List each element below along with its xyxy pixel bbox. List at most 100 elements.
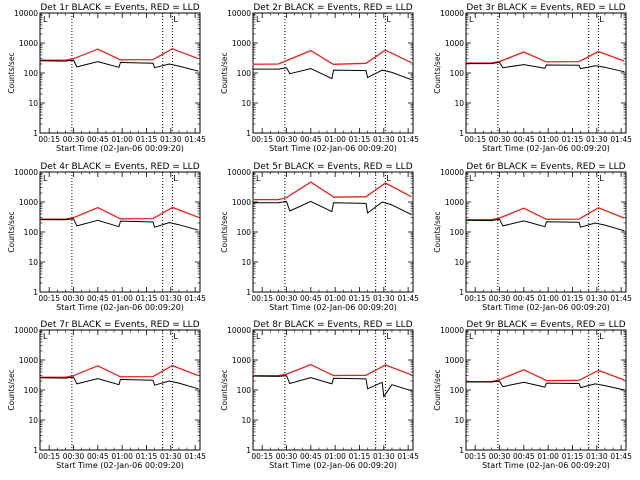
y-tick-label: 1	[246, 446, 251, 455]
marker-label: L	[256, 15, 261, 24]
x-axis-label: Start Time (02-Jan-06 00:09:20)	[269, 303, 397, 312]
y-tick-label: 10000	[14, 326, 38, 335]
x-tick-label: 00:30	[63, 135, 85, 144]
x-tick-label: 00:45	[300, 452, 322, 461]
y-tick-label: 1000	[445, 39, 464, 48]
marker-label: L	[256, 332, 261, 341]
panel-title: Det 3r BLACK = Events, RED = LLD	[466, 3, 625, 13]
y-axis-label: Counts/sec	[433, 369, 442, 410]
x-tick-label: 00:15	[38, 135, 60, 144]
series-line-events	[252, 375, 412, 398]
marker-label: L	[386, 15, 391, 24]
panel-title: Det 6r BLACK = Events, RED = LLD	[466, 162, 625, 172]
y-tick-label: 1000	[232, 356, 251, 365]
x-tick-label: 01:15	[562, 294, 584, 303]
marker-label: L	[469, 15, 474, 24]
plot-frame	[39, 12, 201, 134]
y-tick-label: 1	[246, 129, 251, 138]
series-line-events	[39, 376, 199, 390]
x-tick-label: 00:45	[513, 452, 535, 461]
x-axis-label: Start Time (02-Jan-06 00:09:20)	[269, 461, 397, 470]
x-tick-label: 00:30	[489, 294, 511, 303]
series-line-lld	[39, 48, 199, 61]
y-tick-label: 1	[459, 446, 464, 455]
x-tick-label: 01:30	[160, 452, 182, 461]
x-tick-label: 01:00	[111, 294, 133, 303]
y-tick-label: 100	[24, 228, 39, 237]
series-line-lld	[39, 206, 199, 220]
series-line-events	[252, 67, 412, 81]
x-tick-label: 01:45	[610, 452, 632, 461]
x-tick-label: 01:45	[184, 135, 206, 144]
y-tick-label: 10000	[440, 9, 464, 18]
x-tick-label: 01:15	[349, 294, 371, 303]
x-tick-label: 01:30	[160, 135, 182, 144]
panel-title: Det 4r BLACK = Events, RED = LLD	[40, 162, 199, 172]
y-tick-label: 10	[241, 416, 251, 425]
x-tick-label: 01:45	[184, 294, 206, 303]
y-tick-label: 1000	[445, 198, 464, 207]
plot-frame	[465, 171, 627, 293]
panel-title: Det 7r BLACK = Events, RED = LLD	[40, 320, 199, 330]
x-tick-label: 00:15	[38, 452, 60, 461]
y-tick-label: 1	[33, 446, 38, 455]
x-tick-label: 00:30	[276, 135, 298, 144]
series-line-events	[39, 59, 199, 72]
x-tick-label: 01:45	[610, 135, 632, 144]
y-tick-label: 10	[241, 99, 251, 108]
y-tick-label: 100	[237, 69, 252, 78]
y-axis-label: Counts/sec	[220, 369, 229, 410]
series-line-lld	[465, 207, 625, 221]
y-tick-label: 1	[246, 288, 251, 297]
panel-det-4: Det 4r BLACK = Events, RED = LLD 1 10 100 10…	[7, 162, 206, 312]
x-tick-label: 01:45	[610, 294, 632, 303]
y-axis-label: Counts/sec	[7, 369, 16, 410]
y-axis-label: Counts/sec	[433, 52, 442, 93]
y-tick-label: 10	[454, 416, 464, 425]
x-tick-label: 00:45	[87, 135, 109, 144]
panel-title: Det 9r BLACK = Events, RED = LLD	[466, 320, 625, 330]
x-tick-label: 01:45	[397, 135, 419, 144]
x-tick-label: 00:15	[251, 135, 273, 144]
series-line-lld	[252, 181, 412, 201]
plot-frame	[39, 329, 201, 451]
y-tick-label: 10000	[227, 9, 251, 18]
x-tick-label: 00:45	[300, 135, 322, 144]
panel-det-1: Det 1r BLACK = Events, RED = LLD 1 10 100 10…	[7, 3, 206, 153]
y-tick-label: 10	[28, 416, 38, 425]
y-tick-label: 10000	[440, 168, 464, 177]
x-tick-label: 00:15	[464, 452, 486, 461]
plot-frame	[465, 12, 627, 134]
y-tick-label: 1000	[445, 356, 464, 365]
marker-label: L	[173, 15, 178, 24]
series-line-events	[465, 61, 625, 73]
x-tick-label: 01:15	[136, 294, 158, 303]
panel-det-5: Det 5r BLACK = Events, RED = LLD 1 10 100 10…	[220, 162, 419, 312]
x-tick-label: 01:30	[160, 294, 182, 303]
marker-label: L	[256, 174, 261, 183]
x-tick-label: 01:15	[349, 452, 371, 461]
x-tick-label: 01:30	[586, 452, 608, 461]
panel-det-9: Det 9r BLACK = Events, RED = LLD 1 10 100 10…	[433, 320, 632, 470]
x-tick-label: 00:15	[251, 452, 273, 461]
x-tick-label: 01:15	[136, 135, 158, 144]
series-line-lld	[252, 363, 412, 377]
series-line-events	[39, 218, 199, 231]
panel-det-3: Det 3r BLACK = Events, RED = LLD 1 10 100 10…	[433, 3, 632, 153]
y-tick-label: 10000	[227, 326, 251, 335]
x-axis-label: Start Time (02-Jan-06 00:09:20)	[482, 461, 610, 470]
plot-frame	[252, 329, 414, 451]
panel-title: Det 5r BLACK = Events, RED = LLD	[253, 162, 412, 172]
x-tick-label: 01:30	[373, 452, 395, 461]
marker-label: L	[469, 332, 474, 341]
marker-label: L	[599, 15, 604, 24]
x-tick-label: 01:30	[373, 294, 395, 303]
y-tick-label: 1000	[232, 198, 251, 207]
y-tick-label: 1000	[232, 39, 251, 48]
y-axis-label: Counts/sec	[7, 211, 16, 252]
panel-det-8: Det 8r BLACK = Events, RED = LLD 1 10 100 10…	[220, 320, 419, 470]
y-tick-label: 100	[450, 386, 465, 395]
panel-title: Det 2r BLACK = Events, RED = LLD	[253, 3, 412, 13]
marker-label: L	[469, 174, 474, 183]
